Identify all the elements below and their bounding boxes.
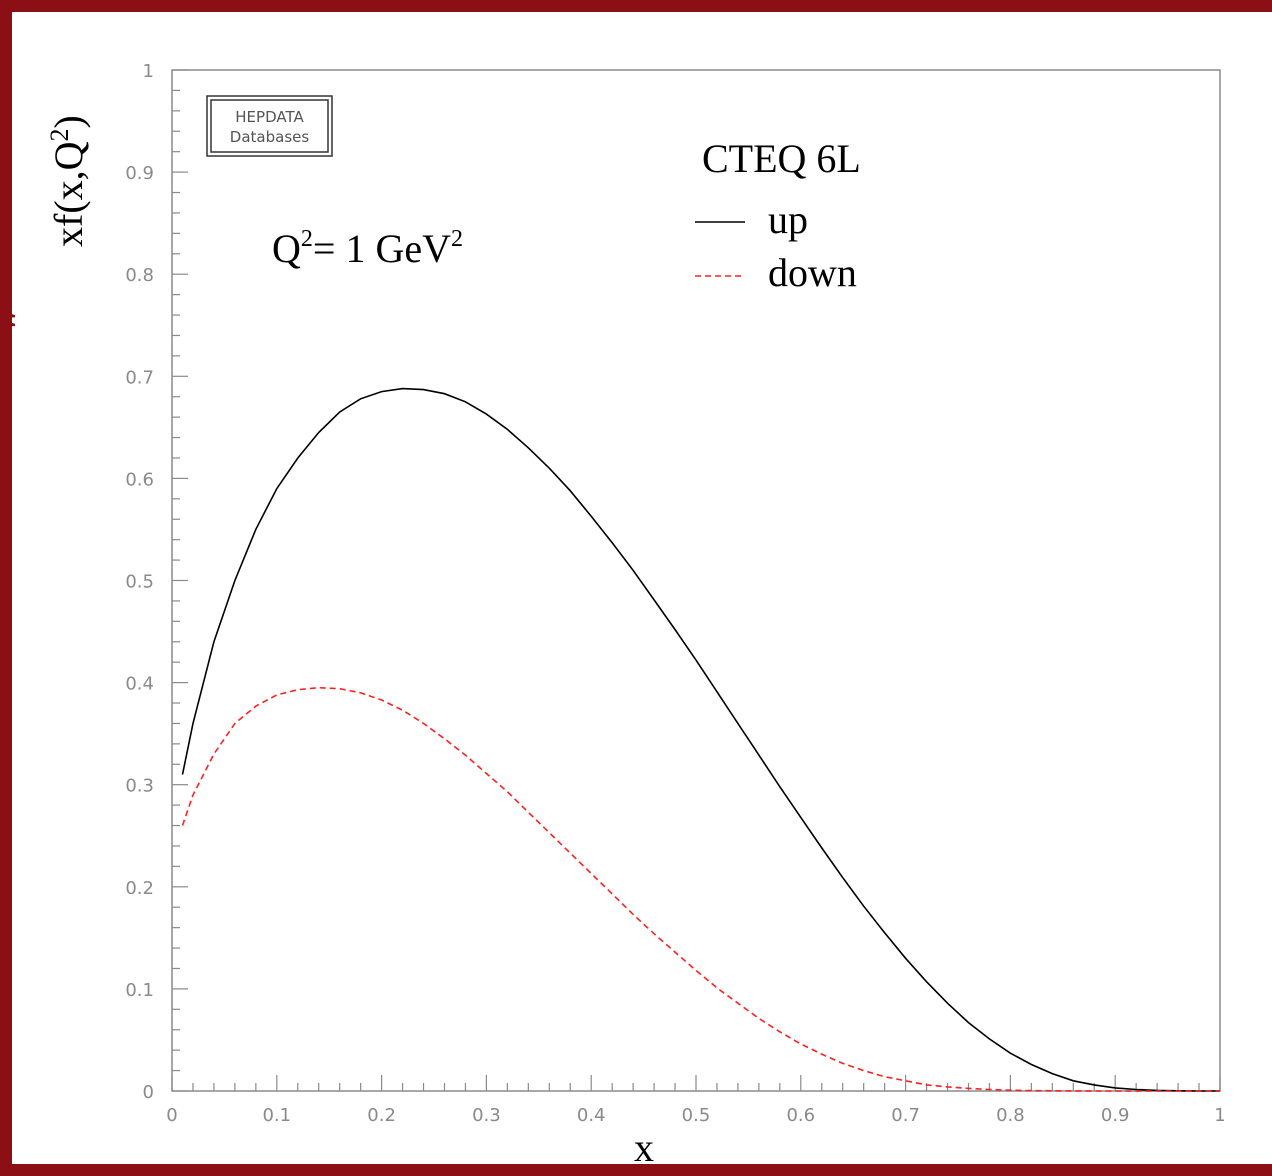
chart-title: CTEQ 6L	[702, 136, 861, 181]
y-tick-label: 0.1	[125, 980, 154, 1001]
x-tick-label: 0.2	[367, 1105, 396, 1126]
x-axis-label: x	[634, 1125, 654, 1170]
y-tick-label: 0.5	[125, 572, 154, 593]
x-tick-label: 0.7	[891, 1105, 920, 1126]
y-tick-label: 0.8	[125, 265, 154, 286]
x-tick-label: 0.5	[682, 1105, 711, 1126]
x-tick-label: 0	[166, 1105, 177, 1126]
legend: up down	[695, 197, 857, 295]
x-tick-label: 0.6	[786, 1105, 815, 1126]
y-tick-label: 0	[143, 1082, 154, 1103]
series-up-line	[181, 387, 1220, 1092]
x-tick-label: 0.4	[577, 1105, 606, 1126]
y-tick-label: 0.4	[125, 674, 154, 695]
logo-line1: HEPDATA	[235, 108, 304, 126]
x-tick-label: 1	[1214, 1105, 1225, 1126]
plot-area-border	[171, 69, 1221, 1092]
series-down-line	[181, 686, 1220, 1092]
legend-label-down: down	[768, 250, 857, 295]
y-tick-label: 0.9	[125, 163, 154, 184]
x-tick-label: 0.9	[1101, 1105, 1130, 1126]
pdf-chart: 0 0.1 0.2 0.3 0.4 0.5 0.6 0.7 0.8 0.9 1 0 0.1 0.2 0.3…	[45, 61, 1226, 1170]
logo-line2: Databases	[230, 128, 310, 146]
y-tick-label: 0.3	[125, 776, 154, 797]
y-tick-label: 1	[143, 61, 154, 82]
legend-label-up: up	[768, 197, 808, 242]
y-axis-label: xf(x,Q2)	[45, 115, 91, 247]
x-axis-tick-labels: 0 0.1 0.2 0.3 0.4 0.5 0.6 0.7 0.8 0.9 1	[166, 1105, 1225, 1126]
y-tick-label: 0.2	[125, 878, 154, 899]
x-tick-label: 0.1	[262, 1105, 291, 1126]
q2-annotation: Q2= 1 GeV2	[272, 226, 463, 271]
y-tick-label: 0.6	[125, 469, 154, 490]
hepdata-logo: HEPDATA Databases	[206, 95, 333, 157]
x-tick-label: 0.3	[472, 1105, 501, 1126]
y-axis-ticks	[172, 69, 188, 1092]
y-axis-tick-labels: 0 0.1 0.2 0.3 0.4 0.5 0.6 0.7 0.8 0.9 1	[125, 61, 154, 1103]
y-tick-label: 0.7	[125, 367, 154, 388]
x-tick-label: 0.8	[996, 1105, 1025, 1126]
x-axis-ticks	[171, 1075, 1221, 1091]
cropped-background-text: n e tt a	[8, 267, 22, 351]
